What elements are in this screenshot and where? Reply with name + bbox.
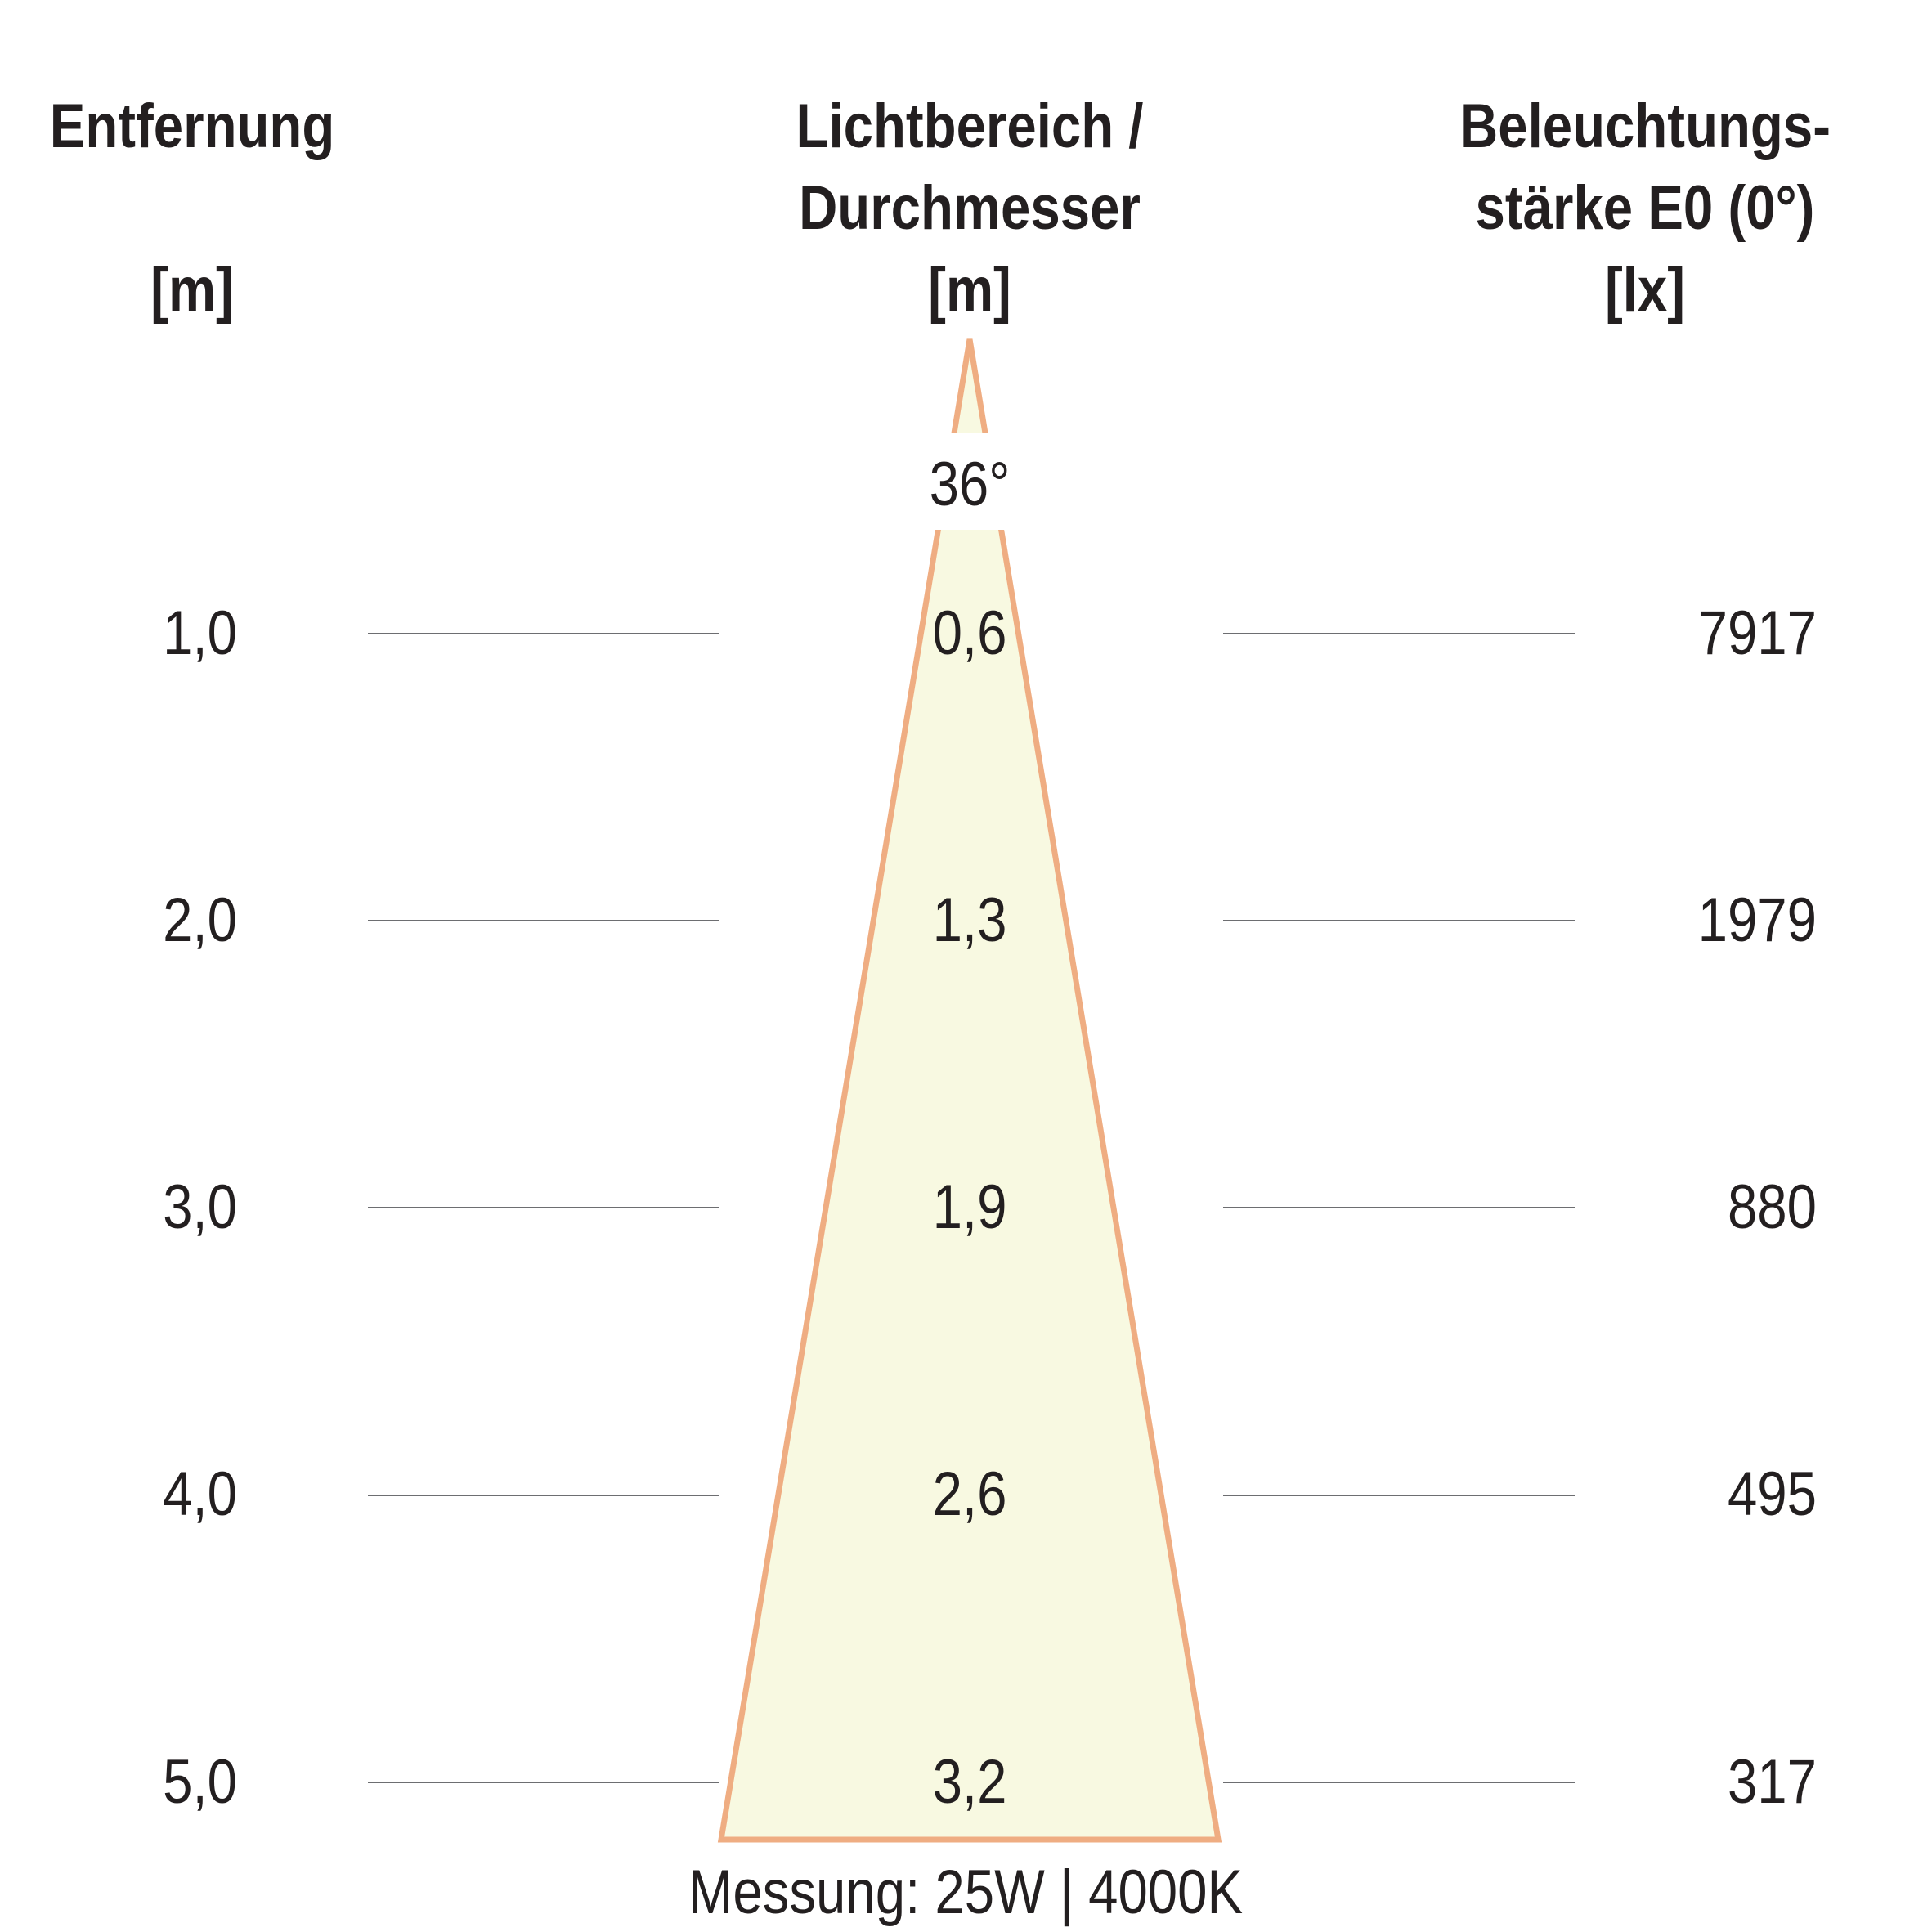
row-3-left-rule — [368, 1207, 719, 1208]
row-1-diameter: 0,6 — [932, 598, 1007, 668]
row-4-left-rule — [368, 1495, 719, 1496]
row-5-illuminance: 317 — [1727, 1747, 1817, 1817]
row-2-illuminance: 1979 — [1697, 885, 1817, 955]
row-5-diameter: 3,2 — [932, 1747, 1007, 1817]
header-diameter-line2: Durchmesser — [799, 173, 1141, 243]
row-3-right-rule — [1223, 1207, 1575, 1208]
row-2-left-rule — [368, 920, 719, 921]
measurement-caption: Messung: 25W | 4000K — [688, 1858, 1244, 1927]
row-4-diameter: 2,6 — [932, 1459, 1007, 1529]
light-cone — [717, 338, 1222, 1843]
row-3-illuminance: 880 — [1727, 1172, 1817, 1242]
header-illuminance-line1: Beleuchtungs- — [1459, 92, 1831, 161]
row-1-right-rule — [1223, 633, 1575, 634]
header-illuminance-line2: stärke E0 (0°) — [1475, 173, 1815, 243]
row-2-diameter: 1,3 — [932, 885, 1007, 955]
row-5-right-rule — [1223, 1782, 1575, 1783]
header-distance-unit: [m] — [150, 255, 234, 325]
beam-angle-label: 36° — [929, 450, 1011, 519]
angle-label-background — [908, 433, 1032, 530]
row-1-left-rule — [368, 633, 719, 634]
row-4-distance: 4,0 — [163, 1459, 237, 1529]
row-5-distance: 5,0 — [163, 1747, 237, 1817]
row-4-right-rule — [1223, 1495, 1575, 1496]
header-illuminance-unit: [lx] — [1604, 255, 1686, 325]
header-diameter-line1: Lichtbereich / — [796, 92, 1144, 161]
header-distance-title: Entfernung — [49, 92, 335, 161]
row-1-distance: 1,0 — [163, 598, 237, 668]
row-4-illuminance: 495 — [1727, 1459, 1817, 1529]
row-1-illuminance: 7917 — [1697, 598, 1817, 668]
row-2-distance: 2,0 — [163, 885, 237, 955]
header-diameter-unit: [m] — [928, 255, 1011, 325]
row-3-distance: 3,0 — [163, 1172, 237, 1242]
row-3-diameter: 1,9 — [932, 1172, 1007, 1242]
row-5-left-rule — [368, 1782, 719, 1783]
row-2-right-rule — [1223, 920, 1575, 921]
header-distance-spacer — [185, 168, 199, 249]
